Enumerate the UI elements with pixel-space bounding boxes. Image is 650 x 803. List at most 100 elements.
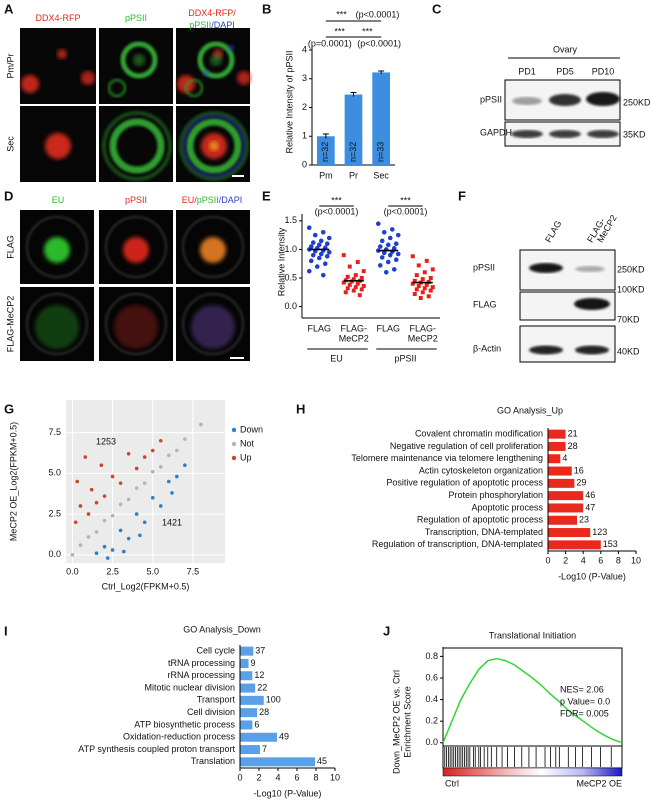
blot-band <box>529 263 563 273</box>
point <box>70 553 75 557</box>
blot-band <box>512 97 542 105</box>
marker-label: 250KD <box>617 264 645 274</box>
point <box>320 272 326 278</box>
point <box>395 232 401 238</box>
image-ring <box>184 78 204 98</box>
legend-marker <box>231 455 237 461</box>
label-part: pPSII <box>189 20 211 30</box>
count-label: 37 <box>255 646 265 656</box>
point <box>393 241 399 247</box>
x-tick-label: Sec <box>373 170 389 180</box>
count-label: 21 <box>568 429 578 439</box>
bar <box>548 491 584 501</box>
blot-band <box>575 266 605 272</box>
category-label: Telomere maintenance via telomere length… <box>351 453 543 463</box>
x-tick-label: 6 <box>598 555 603 565</box>
point <box>318 238 324 244</box>
image-blob <box>21 75 39 93</box>
legend-label: Down <box>240 424 263 434</box>
point <box>412 292 417 296</box>
point <box>175 448 179 453</box>
image-ring <box>182 114 246 178</box>
panel-label: H <box>296 401 305 416</box>
point <box>428 276 433 280</box>
point <box>379 255 385 260</box>
image-ring <box>105 216 167 278</box>
point <box>318 251 324 257</box>
category-label: Transcription, DNA-templated <box>425 527 543 537</box>
count-label: 28 <box>259 707 269 717</box>
legend-label: Up <box>240 452 252 462</box>
legend-marker <box>231 441 237 447</box>
count-label: 28 <box>568 441 578 451</box>
bar <box>240 757 316 767</box>
point <box>355 260 360 264</box>
chart-title: GO Analysis_Up <box>497 405 563 415</box>
image-blob <box>44 237 70 263</box>
y-tick-label: 0.2 <box>425 716 438 726</box>
row-label: FLAG-MeCP2 <box>5 296 15 353</box>
point <box>385 242 391 248</box>
point <box>416 284 421 288</box>
point <box>424 282 429 287</box>
point <box>199 422 203 427</box>
blot-frame <box>519 325 616 363</box>
image-blob <box>191 305 235 349</box>
point <box>138 533 142 538</box>
bar <box>548 429 566 439</box>
point <box>73 520 78 525</box>
label-part: EU/ <box>182 195 198 205</box>
point <box>357 293 362 298</box>
label-part: /DAPI <box>219 195 243 205</box>
column-label: EU <box>52 195 65 205</box>
group-label: EU <box>330 353 343 363</box>
image-blob <box>133 54 145 66</box>
x-tick-label: 2 <box>563 555 568 565</box>
x-tick-label: 8 <box>313 772 318 782</box>
chart-title: GO Analysis_Down <box>183 624 261 634</box>
point <box>310 240 316 245</box>
point <box>326 249 332 255</box>
point <box>175 474 179 479</box>
blot-band <box>587 130 619 138</box>
bar <box>240 720 253 730</box>
blot-band <box>549 94 581 106</box>
annotation: p Value= 0.0 <box>560 696 610 706</box>
count-label: 12 <box>254 670 264 680</box>
significance-p: (p<0.0001) <box>384 206 428 216</box>
image-ring <box>186 118 242 174</box>
category-label: rRNA processing <box>167 670 235 680</box>
image-blob <box>209 141 219 151</box>
point <box>324 241 330 247</box>
marker-label: 40KD <box>617 346 640 356</box>
point <box>110 474 115 479</box>
point <box>424 258 429 263</box>
x-tick-label: MeCP2 <box>408 333 438 343</box>
y-axis-label: MeCP2 OE_Log2(FPKM+0.5) <box>8 422 18 541</box>
point <box>353 273 358 278</box>
y-tick-label: 0.5 <box>284 272 297 282</box>
point <box>170 491 174 495</box>
count-label: 47 <box>585 502 595 512</box>
group-label: pPSII <box>394 353 416 363</box>
marker-label: 250KD <box>623 97 650 107</box>
point <box>414 287 419 292</box>
point <box>316 242 322 248</box>
y-axis-label: Relative Intensity <box>276 227 286 296</box>
panel-label: J <box>383 623 390 638</box>
panel-label: A <box>4 1 14 16</box>
bar <box>548 454 561 464</box>
count-label: 9 <box>251 658 256 668</box>
point <box>89 487 94 492</box>
count-label: 46 <box>585 490 595 500</box>
x-tick-label: FLAG <box>307 323 331 333</box>
count-label: 153 <box>603 539 618 549</box>
point <box>122 549 126 554</box>
x-tick-label: 7.5 <box>187 566 200 576</box>
bar <box>240 646 254 656</box>
point <box>387 252 393 258</box>
point <box>343 290 348 295</box>
row-label: Sec <box>5 136 15 152</box>
point <box>341 253 346 258</box>
